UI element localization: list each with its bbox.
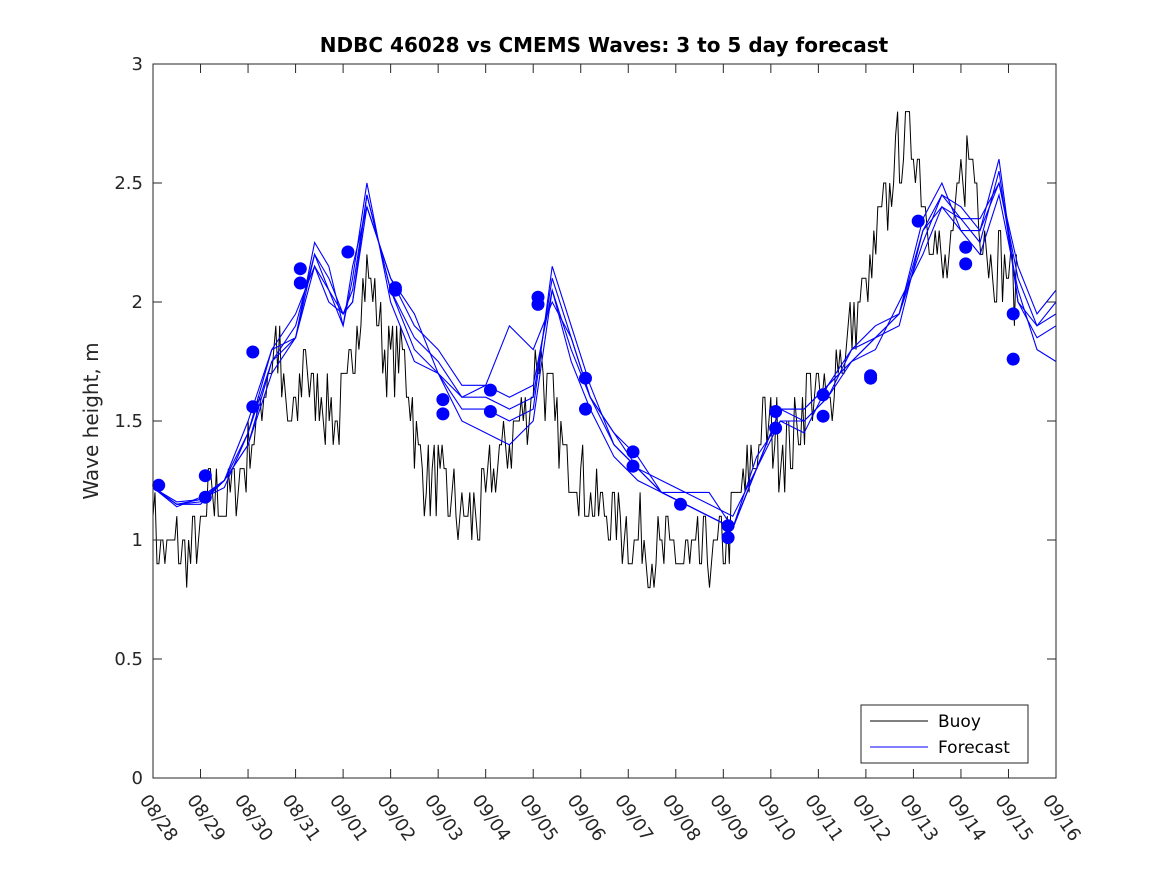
forecast-marker xyxy=(911,214,925,228)
forecast-marker xyxy=(816,409,830,423)
chart-title: NDBC 46028 vs CMEMS Waves: 3 to 5 day fo… xyxy=(320,33,889,57)
forecast-marker xyxy=(1006,352,1020,366)
forecast-marker xyxy=(152,478,166,492)
forecast-marker xyxy=(198,490,212,504)
forecast-marker xyxy=(674,497,687,511)
y-tick-label: 0 xyxy=(132,768,143,789)
forecast-marker xyxy=(959,240,973,254)
forecast-marker xyxy=(293,276,307,290)
forecast-marker xyxy=(341,245,355,259)
forecast-marker xyxy=(198,469,212,483)
y-tick-label: 2 xyxy=(132,292,143,313)
forecast-marker xyxy=(579,402,592,416)
forecast-marker xyxy=(436,393,450,407)
legend-buoy-label: Buoy xyxy=(938,712,981,732)
buoy-series xyxy=(152,111,1017,589)
forecast-marker xyxy=(436,407,450,421)
forecast-marker xyxy=(816,388,830,402)
y-axis-label: Wave height, m xyxy=(79,342,103,499)
forecast-marker xyxy=(579,371,592,385)
forecast-marker xyxy=(959,257,973,271)
buoy-line xyxy=(152,111,1017,589)
y-axis-ticks: 0 0.5 1 1.5 2 2.5 3 xyxy=(114,54,1056,789)
y-tick-label: 2.5 xyxy=(114,173,143,194)
legend-box xyxy=(860,704,1029,764)
forecast-marker xyxy=(626,445,640,459)
forecast-markers xyxy=(152,214,1020,545)
forecast-marker xyxy=(246,400,260,414)
forecast-marker xyxy=(246,345,260,359)
forecast-marker xyxy=(531,297,545,311)
forecast-marker xyxy=(864,371,878,385)
y-tick-label: 1 xyxy=(132,530,143,551)
forecast-marker xyxy=(293,262,307,276)
forecast-marker xyxy=(626,459,640,473)
forecast-marker xyxy=(769,421,783,435)
forecast-marker xyxy=(721,519,735,533)
forecast-marker xyxy=(1006,307,1020,321)
legend: Buoy Forecast xyxy=(860,704,1029,764)
forecast-marker xyxy=(388,283,402,297)
y-tick-label: 1.5 xyxy=(114,411,143,432)
forecast-marker xyxy=(483,383,497,397)
y-tick-label: 3 xyxy=(132,54,143,75)
legend-forecast-label: Forecast xyxy=(938,738,1010,758)
forecast-marker xyxy=(769,405,783,418)
forecast-marker xyxy=(721,531,735,545)
forecast-marker xyxy=(483,405,497,418)
y-tick-label: 0.5 xyxy=(114,649,143,670)
